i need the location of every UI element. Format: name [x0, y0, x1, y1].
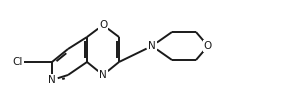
Text: N: N — [99, 70, 107, 80]
Text: N: N — [148, 41, 156, 51]
Text: O: O — [99, 20, 107, 30]
Text: N: N — [48, 75, 56, 85]
Text: O: O — [204, 41, 212, 51]
Text: Cl: Cl — [13, 57, 23, 67]
